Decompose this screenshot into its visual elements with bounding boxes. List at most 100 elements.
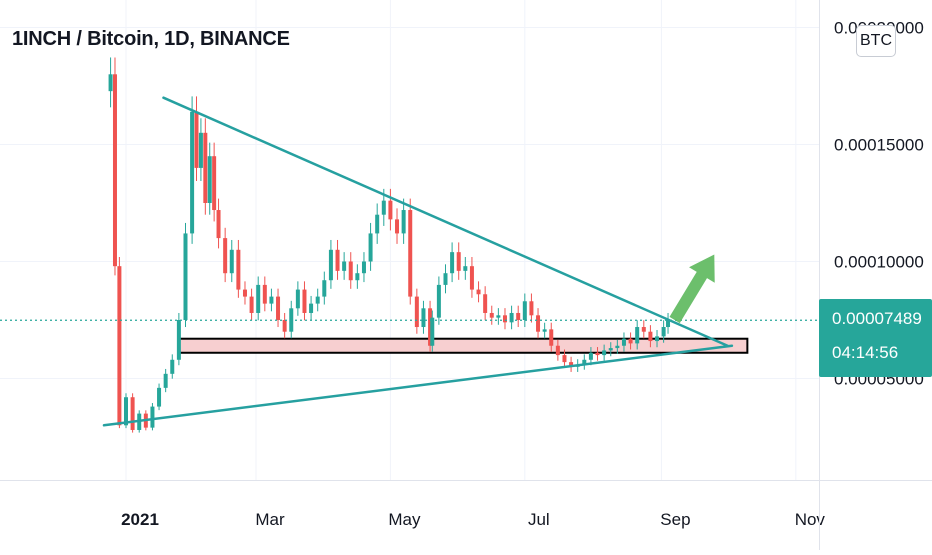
last-price-value: 0.00007489 [832,309,922,328]
candle [388,188,393,231]
trendline [102,344,734,427]
candle-body [522,301,527,320]
breakout-arrow [669,254,715,324]
candle [242,281,247,305]
candle-body [456,252,461,271]
candle-body [223,238,228,274]
candle-body [302,289,307,313]
candle-body [256,284,261,313]
trendline-layer [0,96,819,427]
candle-body [315,296,320,304]
candle-body [615,345,620,349]
candle-body [428,308,433,346]
candle [163,368,168,393]
candle [256,276,261,321]
candle [130,393,135,433]
candle [108,57,113,108]
candle [309,295,314,321]
candle-body [489,312,494,318]
candle-body [661,327,666,337]
candle [112,57,117,276]
currency-badge[interactable]: BTC [856,25,896,57]
candle-body [108,74,113,92]
candle [621,332,626,352]
candle-body [436,284,441,318]
x-tick-label: Mar [255,510,285,529]
candle-body [562,355,567,363]
candle [342,252,347,280]
candle [542,322,547,339]
candle-body [502,315,507,323]
candle [207,142,212,215]
candle-body [236,249,241,290]
candle [529,293,534,323]
candle [289,300,294,339]
candle-body [229,249,234,274]
candle-body [569,362,574,367]
candle [628,332,633,350]
candle-body [635,327,640,344]
candle [368,222,373,271]
candle [401,198,406,244]
candle [562,349,567,368]
candle-body [117,266,122,426]
candle-body [401,210,406,234]
candle [328,239,333,289]
candle-body [496,315,501,318]
candle-body [529,301,534,316]
candle-body [602,350,607,356]
candle-body [157,387,162,407]
candle [236,239,241,298]
candle [183,222,188,328]
candle [335,239,340,280]
support-zone [177,337,749,354]
candle [555,339,560,361]
candle [661,320,666,343]
candle [322,271,327,305]
candle-body [130,397,135,430]
trendline [162,96,729,347]
candle [496,308,501,325]
candle-body [388,200,393,220]
candle-body [328,249,333,281]
candle [549,322,554,352]
candle-body [361,261,366,274]
candle-body [212,156,217,211]
candle-body [282,320,287,332]
symbol-title: 1INCH / Bitcoin, 1D, BINANCE [12,28,290,50]
candle-body [150,406,155,428]
candle-body [608,348,613,351]
candle-body [414,296,419,328]
candle [595,347,600,361]
candle [302,281,307,321]
candle-body [242,289,247,297]
candle [569,356,574,372]
candle-body [295,289,300,309]
candle-body [170,359,175,374]
candle [315,288,320,312]
x-tick-label: May [388,510,421,529]
candle [516,305,521,328]
candle [295,281,300,316]
candle [608,342,613,357]
candle [198,118,203,182]
candle [536,308,541,339]
candle-body [641,327,646,332]
candle [635,320,640,350]
candle [203,118,208,215]
candle-body [430,317,435,346]
candle-body [628,338,633,344]
candle-body [368,233,373,262]
candle [502,308,507,330]
candle [190,96,195,244]
candle-body [276,296,281,320]
candle-body [463,266,468,271]
candle [375,203,380,244]
candle-body [203,132,208,203]
candle [588,347,593,366]
annotation-layer [177,337,749,354]
candle [443,264,448,294]
candle-body [421,308,426,328]
